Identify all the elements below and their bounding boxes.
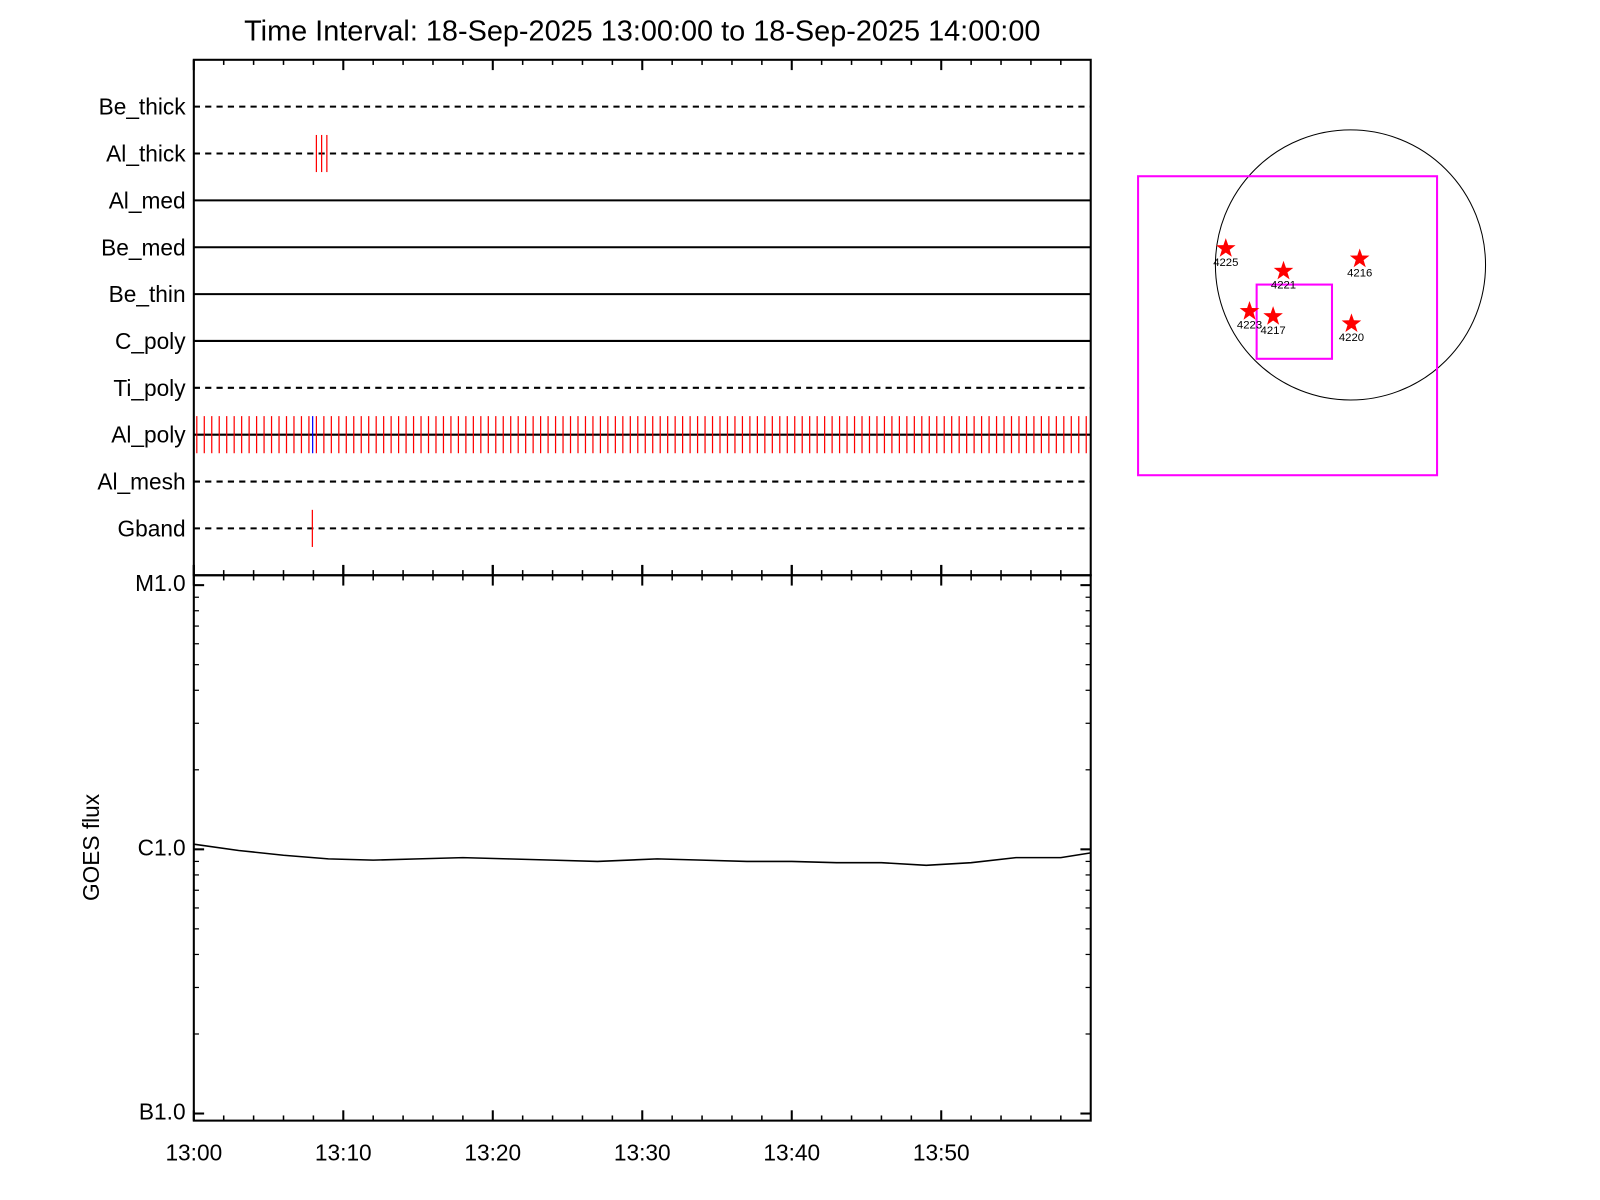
filter-label: Be_thin — [109, 281, 186, 307]
x-tick-label: 13:40 — [763, 1140, 820, 1166]
filter-label: C_poly — [115, 328, 186, 354]
active-region-label: 4223 — [1237, 320, 1262, 332]
active-region-label: 4216 — [1347, 267, 1372, 279]
filter-label: Be_thick — [99, 94, 187, 120]
active-region-star — [1341, 313, 1362, 333]
y-tick-label: B1.0 — [139, 1099, 186, 1125]
x-tick-label: 13:20 — [464, 1140, 521, 1166]
fov-box — [1255, 283, 1334, 360]
filter-label: Al_thick — [106, 141, 186, 167]
active-region-star — [1263, 306, 1283, 325]
active-region-label: 4220 — [1339, 332, 1364, 344]
x-tick-label: 13:00 — [165, 1140, 222, 1166]
goes-flux-line — [193, 843, 1091, 867]
filter-label: Al_poly — [111, 422, 186, 448]
x-tick-label: 13:10 — [315, 1140, 372, 1166]
filter-label: Gband — [117, 515, 185, 541]
filter-label: Al_mesh — [97, 469, 185, 495]
active-region-star — [1349, 248, 1370, 268]
active-region-star — [1239, 301, 1260, 320]
y-tick-label: M1.0 — [135, 570, 185, 596]
fov-box — [1137, 175, 1439, 477]
active-region-label: 4221 — [1271, 280, 1296, 292]
y-axis-label: GOES flux — [78, 793, 104, 901]
active-region-star — [1273, 260, 1294, 280]
active-region-label: 4225 — [1213, 257, 1238, 269]
x-tick-label: 13:30 — [614, 1140, 671, 1166]
filter-label: Ti_poly — [113, 375, 186, 401]
filter-label: Al_med — [109, 187, 186, 213]
x-tick-label: 13:50 — [913, 1140, 970, 1166]
filter-label: Be_med — [101, 234, 185, 260]
solar-disk — [1214, 129, 1487, 401]
active-region-label: 4217 — [1261, 325, 1286, 337]
chart-title: Time Interval: 18-Sep-2025 13:00:00 to 1… — [244, 16, 1040, 48]
y-tick-label: C1.0 — [138, 834, 186, 860]
active-region-star — [1215, 238, 1236, 257]
